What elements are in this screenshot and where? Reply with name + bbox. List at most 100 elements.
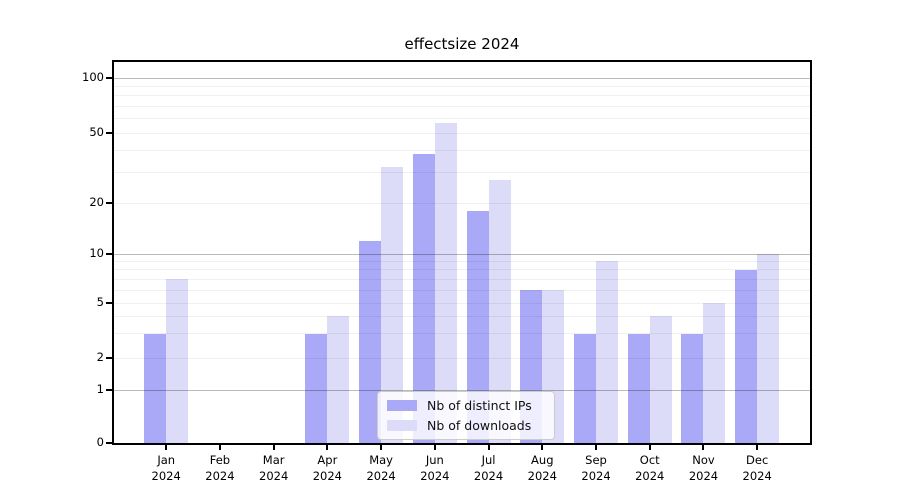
y-tick-mark	[106, 442, 112, 444]
y-tick-label: 20	[89, 195, 104, 209]
x-tick-year: 2024	[527, 468, 557, 483]
bar-downloads	[703, 303, 726, 443]
y-tick-label: 5	[96, 295, 104, 309]
y-tick-mark	[106, 202, 112, 204]
bar-downloads	[488, 180, 511, 443]
gridline-minor	[114, 289, 810, 291]
x-tick-label: Sep 2024	[566, 453, 626, 484]
bar-distinct-ips	[627, 333, 650, 443]
legend-label-distinct-ips: Nb of distinct IPs	[427, 398, 532, 413]
x-tick-mark	[541, 445, 544, 450]
bars-layer	[114, 62, 810, 443]
gridline-major	[114, 389, 810, 391]
bar-distinct-ips	[574, 333, 597, 443]
x-tick-month: Sep	[585, 453, 607, 467]
x-tick-mark	[272, 445, 275, 450]
gridline-minor	[114, 118, 810, 120]
bar-distinct-ips	[466, 210, 489, 443]
y-tick-mark	[106, 253, 112, 255]
x-tick-label: Feb 2024	[190, 453, 250, 484]
x-tick-month: Jan	[157, 453, 176, 467]
chart-title: effectsize 2024	[404, 35, 520, 53]
bar-downloads	[596, 261, 619, 443]
x-tick-year: 2024	[205, 468, 235, 483]
bar-downloads	[649, 316, 672, 443]
x-tick-year: 2024	[259, 468, 289, 483]
y-tick-mark	[106, 77, 112, 79]
gridline-major	[114, 253, 810, 255]
x-tick-year: 2024	[688, 468, 719, 483]
y-tick-label: 10	[89, 246, 104, 260]
x-tick-year: 2024	[151, 468, 181, 483]
x-tick-year: 2024	[581, 468, 611, 483]
x-tick-label: Jul 2024	[459, 453, 519, 484]
x-tick-month: Nov	[692, 453, 715, 467]
bar-downloads	[757, 254, 780, 443]
y-tick-label: 50	[89, 125, 104, 139]
gridline-minor	[114, 260, 810, 262]
y-tick-mark	[106, 389, 112, 391]
x-tick-month: Oct	[639, 453, 660, 467]
bar-downloads	[166, 279, 189, 443]
x-tick-mark	[702, 445, 705, 450]
x-tick-mark	[165, 445, 168, 450]
gridline-minor	[114, 85, 810, 87]
gridline-minor	[114, 302, 810, 304]
x-tick-year: 2024	[420, 468, 450, 483]
gridline-minor	[114, 132, 810, 134]
legend-item-downloads: Nb of downloads	[387, 418, 544, 433]
y-tick-mark	[106, 357, 112, 359]
gridline-minor	[114, 357, 810, 359]
x-tick-month: Aug	[531, 453, 554, 467]
x-tick-month: Jun	[425, 453, 444, 467]
bar-distinct-ips	[735, 269, 758, 443]
gridline-minor	[114, 171, 810, 173]
gridline-minor	[114, 95, 810, 97]
x-tick-month: Mar	[262, 453, 285, 467]
gridline-minor	[114, 202, 810, 204]
x-tick-label: Oct 2024	[620, 453, 680, 484]
x-tick-label: Mar 2024	[244, 453, 304, 484]
x-tick-year: 2024	[366, 468, 396, 483]
x-tick-label: Dec 2024	[727, 453, 787, 484]
legend-swatch-distinct-ips	[387, 400, 417, 411]
y-tick-mark	[106, 302, 112, 304]
bar-downloads	[327, 316, 350, 443]
y-tick-label: 0	[96, 435, 104, 449]
gridline-minor	[114, 269, 810, 271]
legend-label-downloads: Nb of downloads	[427, 418, 532, 433]
x-tick-label: Jan 2024	[136, 453, 196, 484]
gridline-major	[114, 77, 810, 79]
gridline-minor	[114, 315, 810, 317]
gridline-minor	[114, 149, 810, 151]
gridline-minor	[114, 278, 810, 280]
x-tick-label: Nov 2024	[673, 453, 733, 484]
bar-distinct-ips	[305, 333, 328, 443]
x-tick-month: Apr	[317, 453, 338, 467]
bar-distinct-ips	[359, 240, 382, 443]
x-tick-year: 2024	[742, 468, 772, 483]
bar-downloads	[381, 167, 404, 443]
legend-item-distinct-ips: Nb of distinct IPs	[387, 398, 544, 413]
legend: Nb of distinct IPs Nb of downloads	[377, 391, 555, 440]
x-tick-year: 2024	[635, 468, 665, 483]
y-tick-mark	[106, 132, 112, 134]
x-tick-mark	[218, 445, 221, 450]
x-tick-year: 2024	[312, 468, 343, 483]
bar-distinct-ips	[144, 333, 167, 443]
x-tick-mark	[487, 445, 490, 450]
gridlines-layer	[114, 62, 810, 443]
bar-distinct-ips	[412, 153, 435, 443]
plot-area: Nb of distinct IPs Nb of downloads	[112, 60, 812, 445]
x-tick-mark	[756, 445, 759, 450]
bar-downloads	[434, 122, 457, 443]
x-tick-year: 2024	[473, 468, 504, 483]
x-tick-mark	[380, 445, 383, 450]
x-tick-label: May 2024	[351, 453, 411, 484]
x-tick-month: Jul	[481, 453, 496, 467]
x-tick-mark	[433, 445, 436, 450]
y-tick-label: 2	[96, 350, 104, 364]
x-tick-label: Jun 2024	[405, 453, 465, 484]
gridline-minor	[114, 105, 810, 107]
